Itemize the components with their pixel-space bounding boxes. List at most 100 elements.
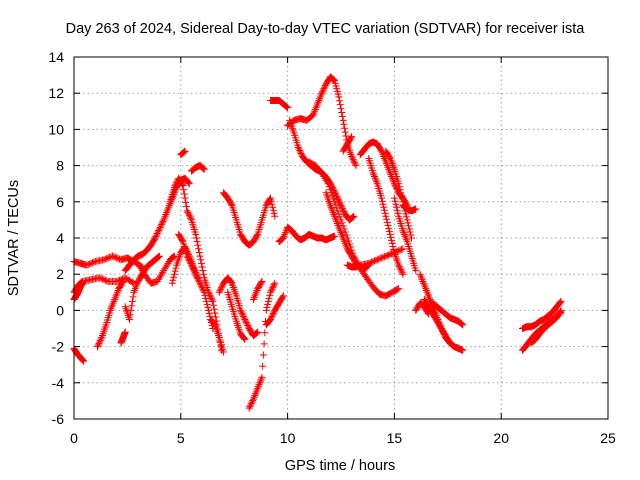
data-point	[208, 296, 216, 304]
data-point	[282, 102, 290, 110]
data-point	[196, 279, 204, 287]
data-point	[210, 301, 218, 309]
data-point	[186, 254, 194, 262]
data-point	[101, 276, 109, 284]
series-arc-24	[284, 73, 360, 170]
series-arc-8	[121, 252, 163, 323]
data-point	[266, 291, 274, 299]
series-arc-16	[220, 189, 279, 249]
data-point	[182, 203, 190, 211]
data-point	[261, 329, 269, 337]
data-point	[181, 243, 189, 251]
data-point	[394, 209, 402, 217]
data-point	[194, 274, 202, 282]
data-point	[425, 294, 433, 302]
data-point	[205, 290, 213, 298]
data-point	[158, 270, 166, 278]
data-point	[184, 249, 192, 257]
series-arc-22	[267, 96, 292, 112]
data-point	[197, 282, 205, 290]
data-point	[156, 223, 164, 231]
data-point	[330, 76, 338, 84]
data-point	[184, 178, 192, 186]
data-point	[118, 279, 126, 287]
data-point	[405, 225, 413, 233]
data-point	[269, 203, 277, 211]
data-point	[244, 321, 252, 329]
data-point	[217, 285, 225, 293]
data-point	[155, 274, 163, 282]
data-point	[269, 284, 277, 292]
data-point	[417, 274, 425, 282]
data-point	[170, 273, 178, 281]
series-arc-15	[207, 315, 228, 356]
data-point	[420, 281, 428, 289]
data-point	[151, 234, 159, 242]
data-point	[251, 391, 259, 399]
data-point	[267, 314, 275, 322]
data-points	[70, 73, 565, 412]
data-point	[195, 278, 203, 286]
data-point	[270, 209, 278, 217]
data-point	[191, 267, 199, 275]
data-point	[203, 300, 211, 308]
data-point	[83, 261, 91, 269]
data-point	[400, 229, 408, 237]
series-arc-5	[93, 277, 127, 351]
data-point	[394, 285, 402, 293]
data-point	[108, 252, 116, 260]
data-point	[388, 250, 396, 258]
data-point	[337, 105, 345, 113]
data-point	[279, 234, 287, 242]
data-point	[189, 261, 197, 269]
data-point	[193, 238, 201, 246]
data-point	[336, 213, 344, 221]
data-point	[253, 386, 261, 394]
data-point	[93, 343, 101, 351]
data-point	[183, 248, 191, 256]
data-point	[252, 390, 260, 398]
data-point	[407, 231, 415, 239]
data-point	[385, 167, 393, 175]
data-point	[332, 191, 340, 199]
data-point	[294, 144, 302, 151]
data-point	[338, 109, 346, 117]
data-point	[313, 102, 321, 110]
data-point	[255, 381, 263, 389]
data-point	[253, 232, 261, 240]
data-point	[182, 245, 190, 253]
data-point	[395, 285, 403, 293]
data-point	[557, 306, 565, 314]
series-arc-39	[412, 299, 433, 318]
data-point	[133, 281, 141, 289]
data-point	[253, 286, 261, 294]
data-point	[332, 216, 340, 224]
x-tick-label: 10	[280, 430, 296, 446]
y-tick-label: -6	[52, 411, 65, 427]
data-point	[417, 272, 425, 280]
data-point	[153, 229, 161, 237]
data-point	[400, 230, 408, 238]
data-point	[423, 288, 431, 296]
data-point	[377, 146, 385, 154]
data-point	[369, 258, 377, 266]
data-point	[86, 260, 94, 268]
data-point	[328, 207, 336, 215]
data-point	[192, 270, 200, 278]
data-point	[257, 279, 265, 287]
data-point	[264, 300, 272, 308]
data-point	[154, 253, 162, 261]
data-point	[259, 362, 267, 370]
data-point	[121, 274, 129, 282]
data-point	[369, 169, 377, 177]
data-point	[181, 194, 189, 202]
data-point	[161, 212, 169, 220]
data-point	[279, 293, 287, 301]
data-point	[103, 277, 111, 285]
data-point	[311, 105, 319, 113]
data-point	[108, 301, 116, 309]
data-point	[184, 208, 192, 216]
data-point	[388, 239, 396, 247]
data-point	[312, 104, 320, 112]
data-point	[268, 312, 276, 320]
